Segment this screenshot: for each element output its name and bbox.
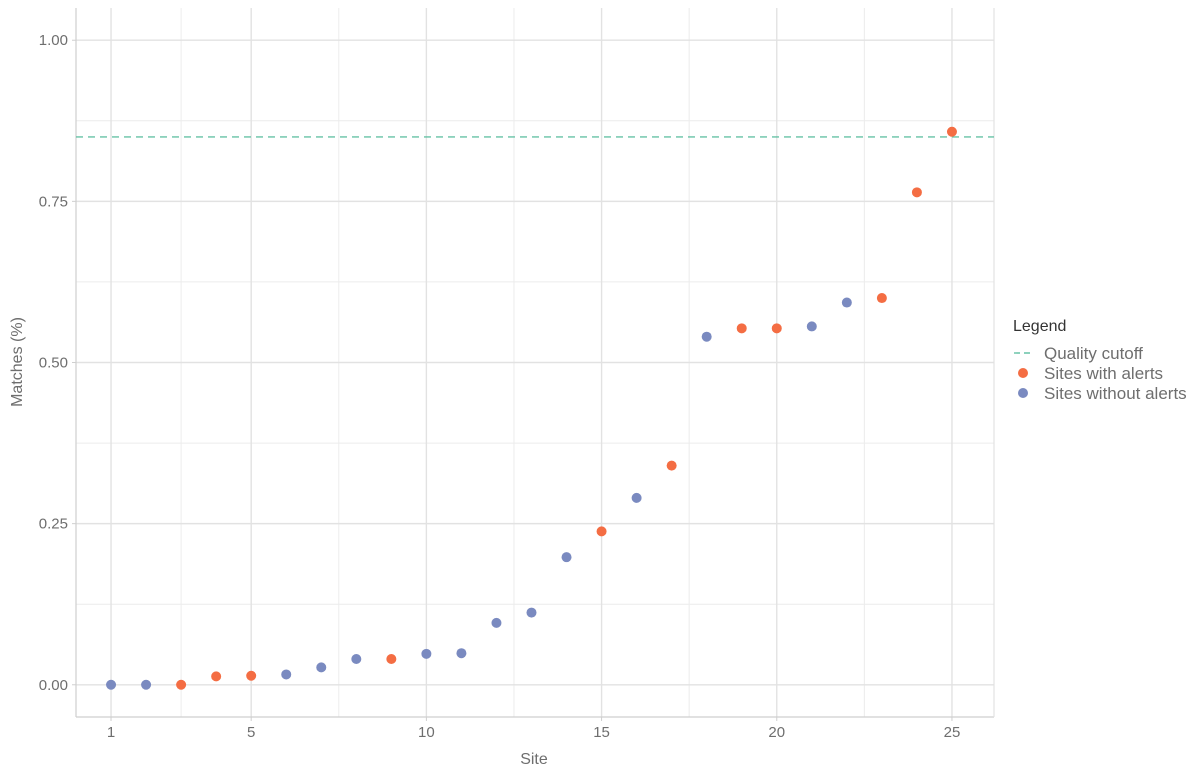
x-tick-label: 25 (944, 724, 961, 741)
y-tick-label: 0.75 (39, 193, 68, 210)
point-sites-without-alerts (526, 607, 537, 618)
legend-key-point (1018, 388, 1028, 398)
point-sites-without-alerts (141, 679, 152, 690)
point-sites-with-alerts (946, 126, 957, 137)
point-sites-with-alerts (876, 293, 887, 304)
point-sites-with-alerts (771, 323, 782, 334)
point-sites-with-alerts (911, 187, 922, 198)
point-sites-with-alerts (176, 679, 187, 690)
point-sites-without-alerts (316, 662, 327, 673)
point-sites-with-alerts (596, 526, 607, 537)
point-sites-without-alerts (421, 648, 432, 659)
point-sites-without-alerts (701, 331, 712, 342)
point-sites-with-alerts (666, 460, 677, 471)
point-sites-without-alerts (491, 617, 502, 628)
point-sites-without-alerts (806, 321, 817, 332)
legend-label: Sites without alerts (1044, 384, 1187, 403)
y-tick-label: 0.25 (39, 516, 68, 533)
point-sites-without-alerts (561, 552, 572, 563)
grid (76, 8, 994, 717)
x-axis-title: Site (520, 751, 548, 768)
point-sites-with-alerts (211, 671, 222, 682)
point-sites-without-alerts (841, 297, 852, 308)
y-axis-title: Matches (%) (9, 317, 26, 407)
legend-item: Sites with alerts (1018, 364, 1163, 383)
legend-label: Sites with alerts (1044, 364, 1163, 383)
y-tick-label: 0.00 (39, 677, 68, 694)
y-tick-label: 1.00 (39, 32, 68, 49)
x-tick-label: 10 (418, 724, 435, 741)
x-tick-label: 1 (107, 724, 115, 741)
legend-item: Sites without alerts (1018, 384, 1187, 403)
y-tick-label: 0.50 (39, 355, 68, 372)
legend-key-point (1018, 368, 1028, 378)
point-sites-without-alerts (456, 648, 467, 659)
point-sites-without-alerts (106, 679, 117, 690)
point-sites-with-alerts (386, 653, 397, 664)
legend-item: Quality cutoff (1014, 344, 1143, 363)
x-tick-label: 15 (593, 724, 610, 741)
point-sites-with-alerts (736, 323, 747, 334)
tick-labels: 1 5 10 15 20 250.000.250.500.751.00 (39, 32, 961, 741)
point-sites-with-alerts (246, 670, 257, 681)
point-sites-without-alerts (631, 492, 642, 503)
x-tick-label: 5 (247, 724, 255, 741)
point-sites-without-alerts (351, 653, 362, 664)
x-tick-label: 20 (768, 724, 785, 741)
point-sites-without-alerts (281, 669, 292, 680)
data-points (106, 126, 957, 690)
legend-title: Legend (1013, 318, 1066, 335)
legend-label: Quality cutoff (1044, 344, 1143, 363)
